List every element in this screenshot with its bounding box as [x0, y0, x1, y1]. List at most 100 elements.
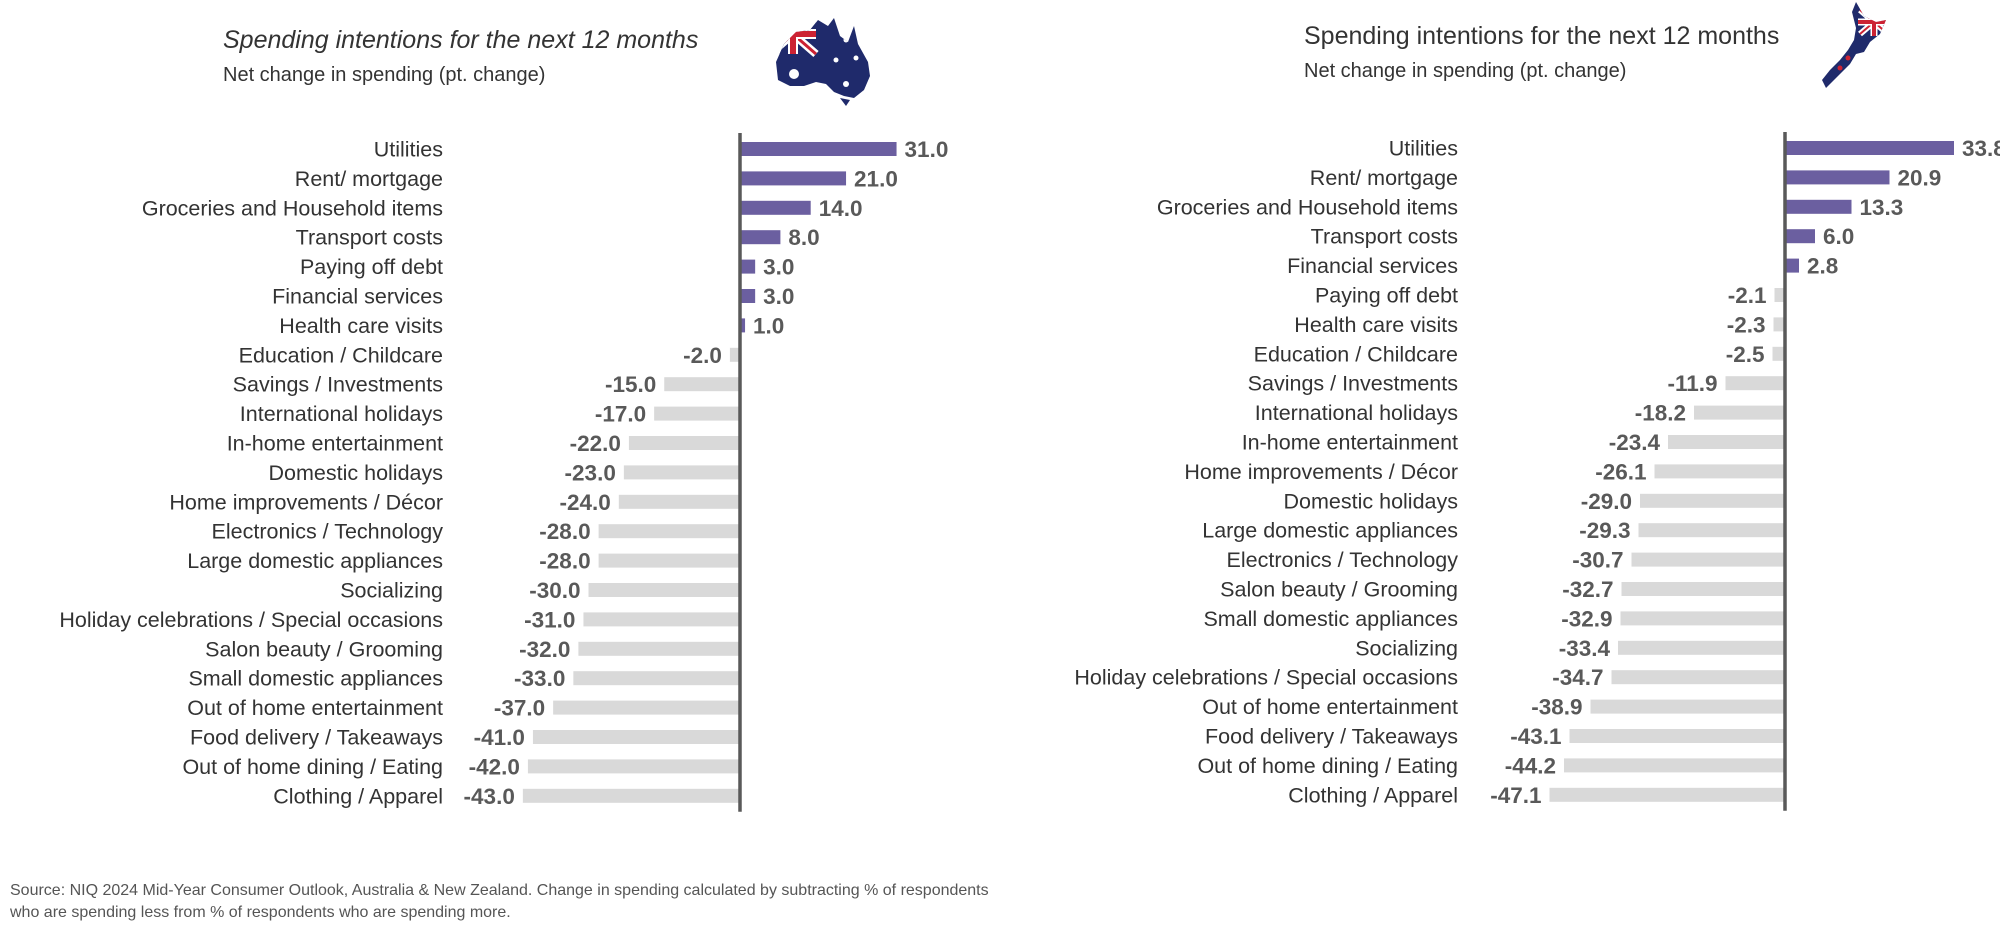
negative-bar — [598, 524, 740, 539]
category-label: Electronics / Technology — [212, 520, 444, 544]
value-label: -29.3 — [1579, 518, 1630, 543]
category-label: Holiday celebrations / Special occasions — [59, 608, 443, 632]
value-label: -30.0 — [529, 578, 580, 603]
category-label: Health care visits — [279, 314, 443, 338]
value-label: 3.0 — [763, 284, 794, 309]
value-label: -28.0 — [539, 549, 590, 574]
negative-bar — [1694, 405, 1785, 420]
value-label: -18.2 — [1635, 401, 1686, 426]
value-label: -42.0 — [469, 754, 520, 779]
negative-bar — [729, 347, 740, 362]
value-label: -23.0 — [565, 460, 616, 485]
category-label: Out of home entertainment — [1202, 695, 1458, 719]
negative-bar — [628, 436, 740, 450]
category-label: Food delivery / Takeaways — [1205, 725, 1458, 749]
new-zealand-bar-chart: Utilities 33.8 Rent/ mortgage 20.9 Groceries… — [1074, 132, 2000, 811]
category-label: Education / Childcare — [239, 343, 443, 367]
category-label: Socializing — [1355, 636, 1458, 660]
negative-bar — [1611, 670, 1785, 685]
negative-bar — [583, 612, 740, 627]
value-label: -33.4 — [1559, 636, 1611, 661]
value-label: -15.0 — [605, 372, 656, 397]
new-zealand-map-flag-icon — [1822, 2, 1886, 88]
positive-bar — [740, 230, 781, 245]
category-label: Utilities — [374, 138, 443, 162]
category-label: Salon beauty / Grooming — [1220, 578, 1458, 602]
negative-bar — [1549, 787, 1785, 802]
category-label: Groceries and Household items — [142, 196, 443, 220]
value-label: -2.1 — [1728, 283, 1767, 308]
category-label: Clothing / Apparel — [273, 784, 443, 808]
positive-bar — [1785, 170, 1890, 185]
positive-bar — [740, 200, 811, 215]
positive-bar — [1785, 258, 1799, 273]
positive-bar — [740, 289, 756, 303]
australia-chart-panel: Spending intentions for the next 12 mont… — [0, 0, 1000, 840]
value-label: 2.8 — [1807, 254, 1838, 279]
category-label: Salon beauty / Grooming — [205, 637, 443, 661]
negative-bar — [618, 494, 740, 509]
value-label: 6.0 — [1823, 224, 1854, 249]
negative-bar — [553, 700, 740, 715]
category-label: International holidays — [1255, 401, 1458, 425]
value-label: -26.1 — [1595, 459, 1646, 484]
chart-subtitle: Net change in spending (pt. change) — [1304, 60, 1627, 82]
positive-bar — [1785, 199, 1852, 214]
negative-bar — [1640, 493, 1785, 508]
category-label: Rent/ mortgage — [1310, 166, 1458, 190]
negative-bar — [1773, 317, 1785, 332]
category-label: Socializing — [340, 579, 443, 603]
negative-bar — [1725, 376, 1785, 391]
value-label: -22.0 — [570, 431, 621, 456]
category-label: Domestic holidays — [269, 461, 443, 485]
positive-bar — [740, 259, 756, 274]
negative-bar — [1772, 346, 1785, 361]
negative-bar — [1668, 435, 1785, 449]
category-label: Out of home entertainment — [187, 696, 443, 720]
negative-bar — [578, 641, 740, 656]
category-label: Groceries and Household items — [1157, 195, 1458, 219]
category-label: In-home entertainment — [1242, 431, 1458, 455]
value-label: -24.0 — [560, 490, 611, 515]
category-label: Paying off debt — [1315, 284, 1458, 308]
value-label: 21.0 — [854, 166, 898, 191]
positive-bar — [740, 142, 897, 156]
value-label: -43.1 — [1510, 724, 1561, 749]
category-label: Small domestic appliances — [1203, 607, 1458, 631]
category-label: Utilities — [1389, 137, 1458, 161]
value-label: -43.0 — [464, 784, 515, 809]
value-label: -34.7 — [1552, 665, 1603, 690]
category-label: Education / Childcare — [1254, 342, 1458, 366]
category-label: Transport costs — [1311, 225, 1458, 249]
positive-bar — [1785, 141, 1954, 155]
value-label: -38.9 — [1531, 695, 1582, 720]
category-label: Food delivery / Takeaways — [190, 726, 443, 750]
negative-bar — [1638, 523, 1785, 538]
value-label: -2.0 — [683, 343, 722, 368]
value-label: 1.0 — [753, 313, 784, 338]
negative-bar — [654, 406, 740, 421]
negative-bar — [1620, 611, 1785, 626]
category-label: Electronics / Technology — [1227, 548, 1459, 572]
value-label: -11.9 — [1667, 371, 1717, 396]
category-label: Rent/ mortgage — [295, 167, 443, 191]
chart-title: Spending intentions for the next 12 mont… — [1304, 22, 1780, 50]
value-label: -28.0 — [539, 519, 590, 544]
negative-bar — [623, 465, 740, 480]
chart-subtitle: Net change in spending (pt. change) — [223, 64, 546, 86]
value-label: 13.3 — [1860, 195, 1904, 220]
category-label: Clothing / Apparel — [1288, 783, 1458, 807]
value-label: -17.0 — [595, 402, 646, 427]
category-label: Out of home dining / Eating — [1197, 754, 1458, 778]
category-label: Domestic holidays — [1284, 489, 1458, 513]
value-label: -23.4 — [1609, 430, 1661, 455]
value-label: -32.7 — [1562, 577, 1613, 602]
category-label: Savings / Investments — [1248, 372, 1458, 396]
negative-bar — [1564, 758, 1785, 773]
value-label: -33.0 — [514, 666, 565, 691]
chart-title: Spending intentions for the next 12 mont… — [223, 26, 699, 54]
value-label: -31.0 — [524, 607, 575, 632]
negative-bar — [1621, 582, 1785, 596]
source-note: Source: NIQ 2024 Mid-Year Consumer Outlo… — [10, 880, 1110, 924]
value-label: 8.0 — [788, 225, 819, 250]
